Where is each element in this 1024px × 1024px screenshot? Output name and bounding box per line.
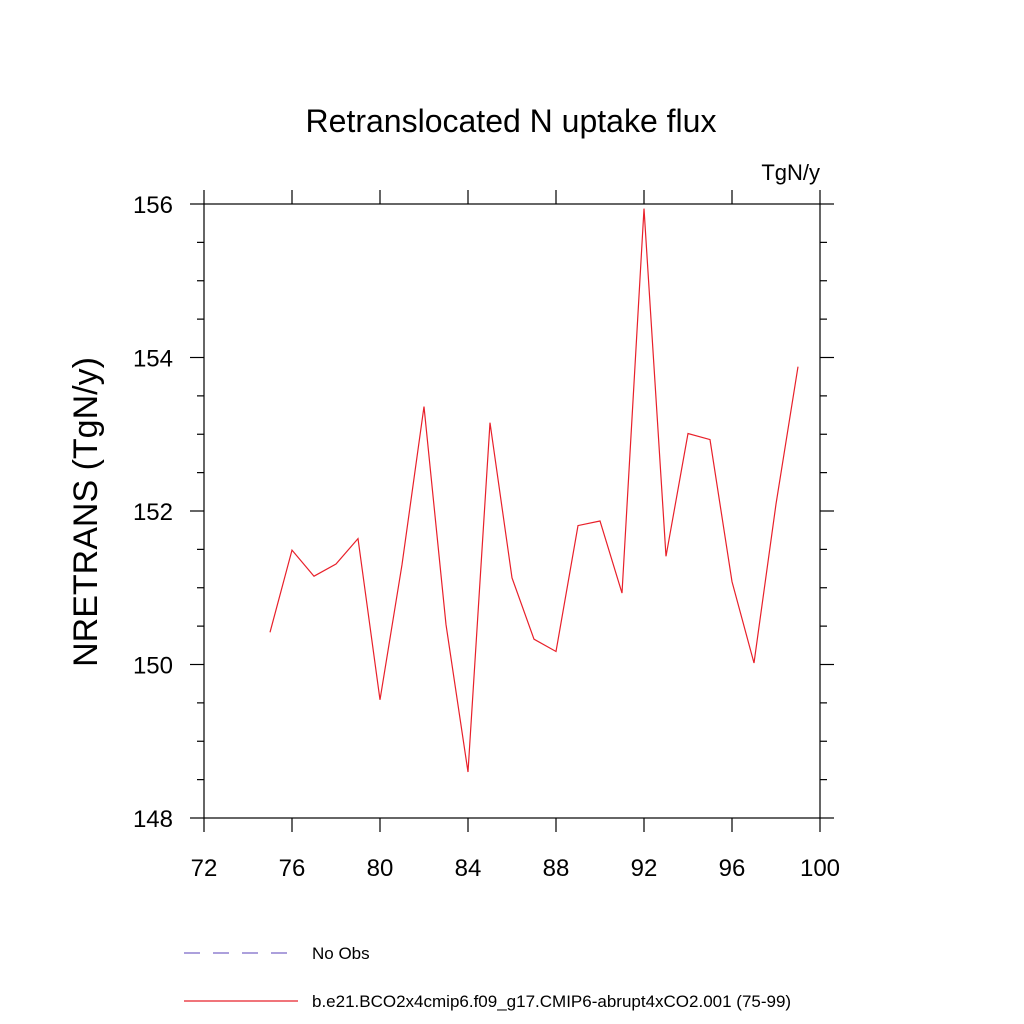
x-tick-label: 92 xyxy=(631,855,658,882)
x-tick-label: 84 xyxy=(455,855,482,882)
x-tick-label: 96 xyxy=(719,855,746,882)
legend-label: No Obs xyxy=(312,944,370,963)
y-tick-label: 150 xyxy=(133,653,173,680)
plot-frame xyxy=(203,203,821,819)
x-tick-label: 100 xyxy=(800,855,840,882)
y-tick-label: 156 xyxy=(133,192,173,219)
legend: No Obs b.e21.BCO2x4cmip6.f09_g17.CMIP6-ab… xyxy=(184,944,791,1011)
x-tick-label: 80 xyxy=(367,855,394,882)
series-line xyxy=(269,208,799,773)
axes: 72 76 80 84 88 92 96 100 148 150 152 154 156 xyxy=(133,190,840,882)
chart-title: Retranslocated N uptake flux xyxy=(306,103,717,139)
x-tick-label: 88 xyxy=(543,855,570,882)
x-tick-label: 72 xyxy=(191,855,218,882)
y-tick-label: 148 xyxy=(133,806,173,833)
y-axis-label: NRETRANS (TgN/y) xyxy=(67,357,105,667)
legend-label: b.e21.BCO2x4cmip6.f09_g17.CMIP6-abrupt4x… xyxy=(312,992,791,1011)
y-tick-label: 152 xyxy=(133,499,173,526)
units-label: TgN/y xyxy=(761,160,820,185)
x-tick-label: 76 xyxy=(279,855,306,882)
plot-lines xyxy=(269,208,799,773)
y-tick-label: 154 xyxy=(133,346,173,373)
